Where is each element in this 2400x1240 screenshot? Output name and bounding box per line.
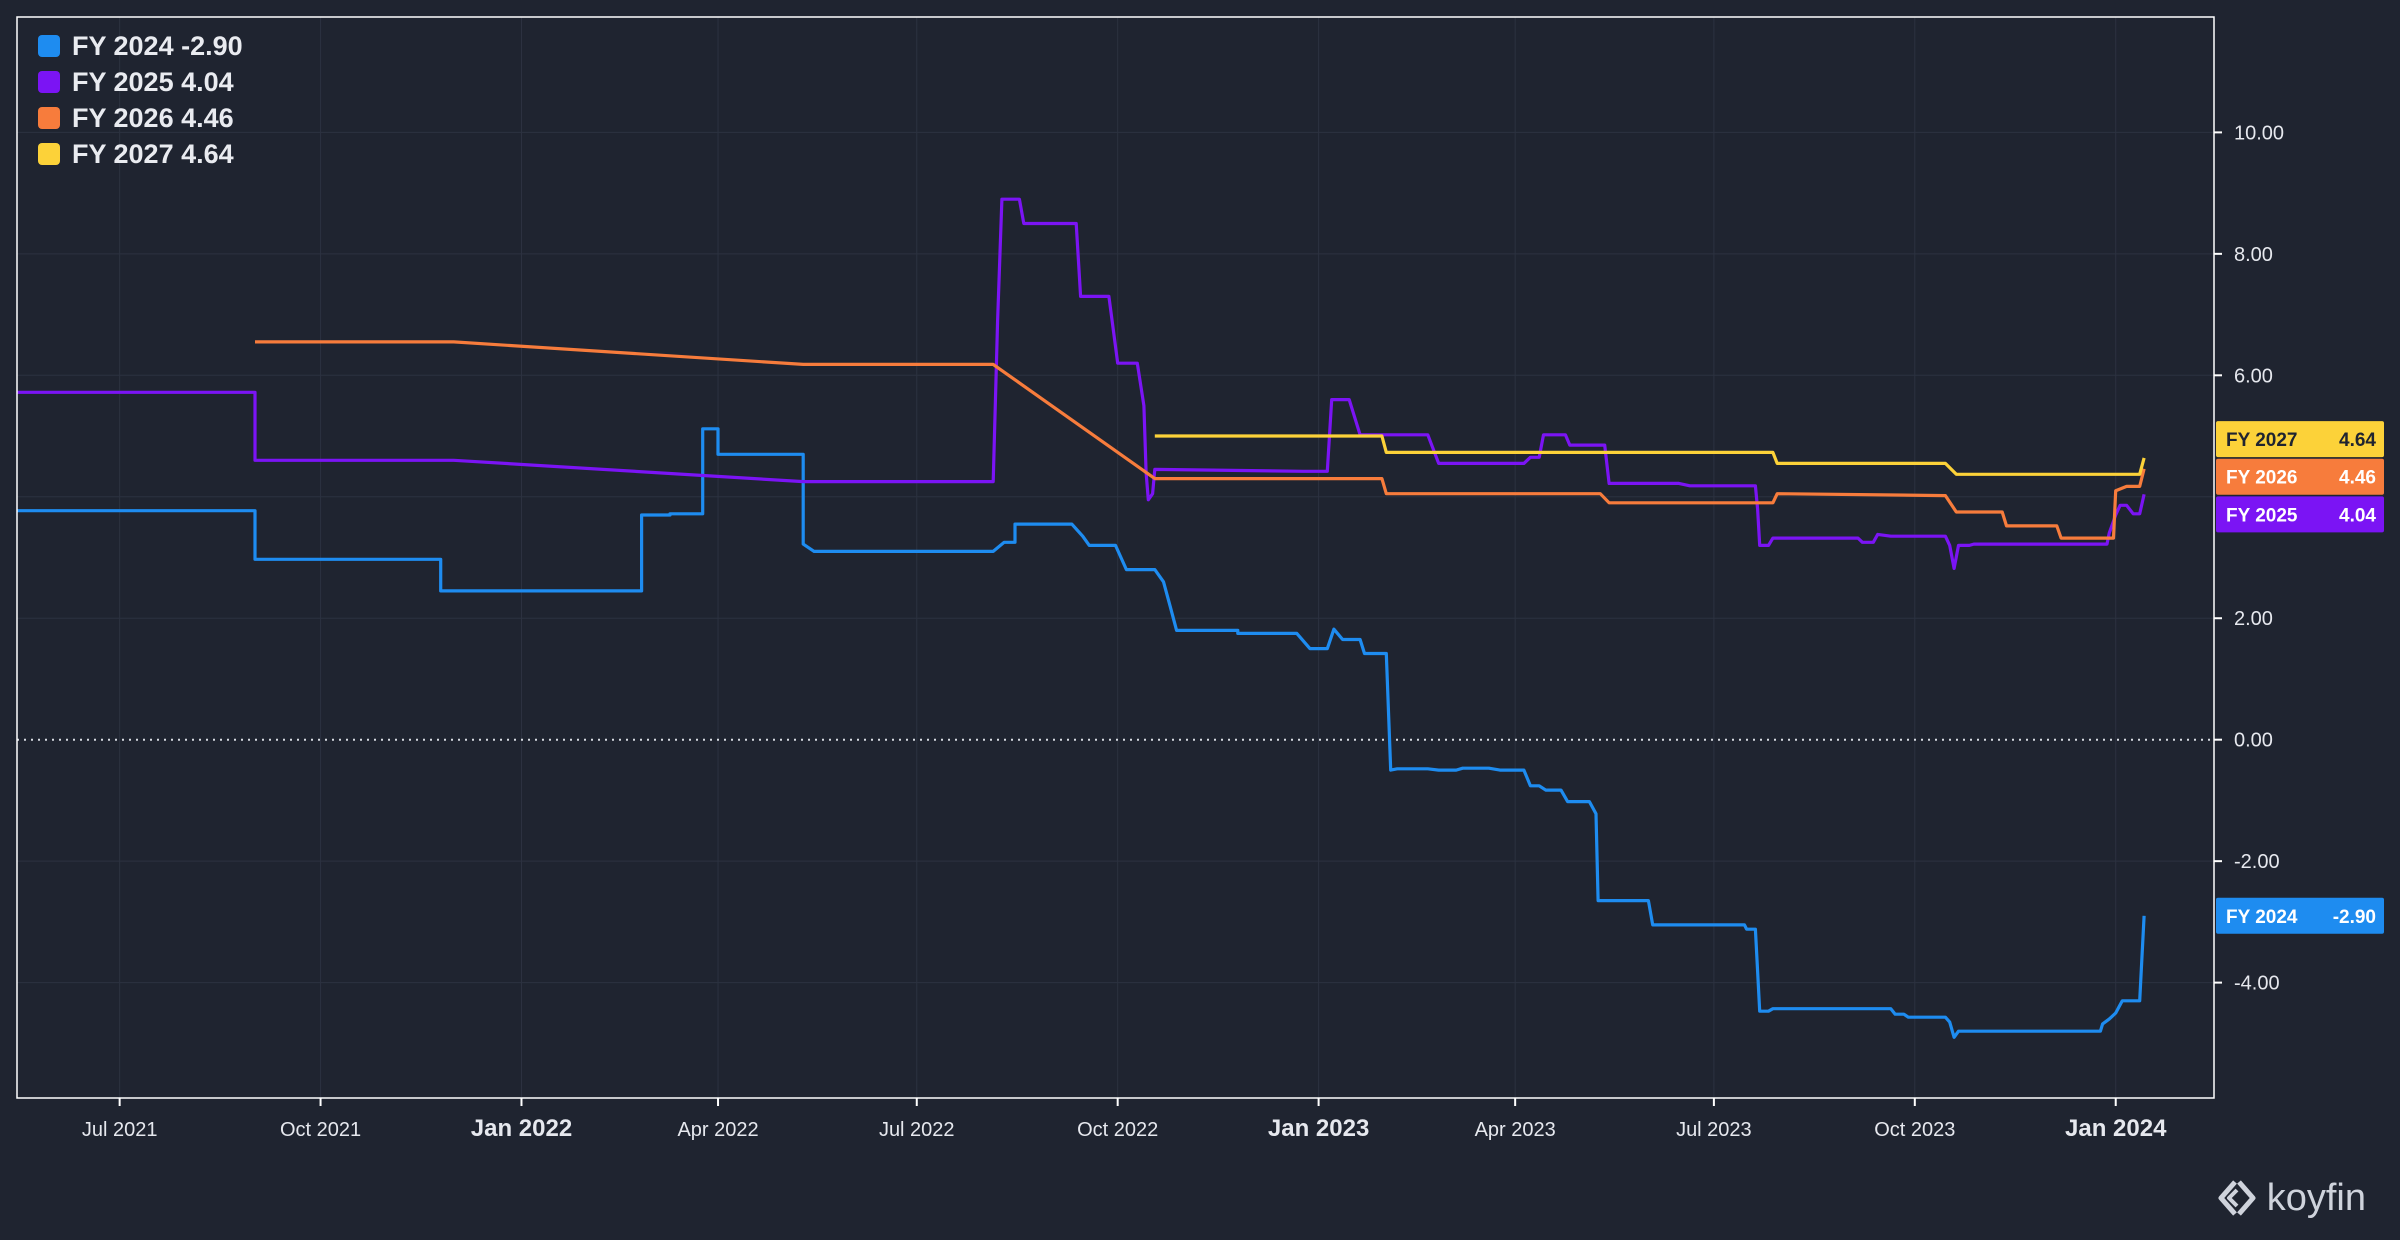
y-axis: 10.00 8.00 6.00 2.00 0.00 -2.00 -4.00 <box>2214 122 2284 995</box>
y-tick-label: 2.00 <box>2234 608 2273 630</box>
value-tag-fy-2027: FY 2027 4.64 <box>2216 421 2384 458</box>
legend-item-fy2027[interactable]: FY 2027 4.64 <box>38 136 243 172</box>
legend-label: FY 2024 -2.90 <box>72 30 243 61</box>
legend-swatch <box>38 71 60 93</box>
y-tick-label: 0.00 <box>2234 730 2273 752</box>
legend-item-fy2025[interactable]: FY 2025 4.04 <box>38 64 243 100</box>
y-tick-label: -2.00 <box>2234 851 2280 873</box>
value-tag-background <box>2216 496 2384 533</box>
x-tick-label: Oct 2022 <box>1077 1119 1158 1141</box>
value-tag-series: FY 2026 <box>2226 468 2297 489</box>
value-tag-series: FY 2027 <box>2226 430 2297 451</box>
x-axis: Jul 2021 Oct 2021 Jan 2022 Apr 2022 Jul 2022… <box>82 1098 2167 1142</box>
x-tick-label: Jul 2022 <box>879 1119 955 1141</box>
legend-label: FY 2027 4.64 <box>72 138 234 169</box>
series-line-fy-2025 <box>17 197 2146 570</box>
x-tick-label: Jan 2022 <box>471 1115 572 1142</box>
plot-frame <box>16 16 2215 1099</box>
x-tick-label: Apr 2022 <box>677 1119 758 1141</box>
value-tag-value: 4.46 <box>2339 468 2376 489</box>
value-tag-fy-2026: FY 2026 4.46 <box>2216 458 2384 495</box>
koyfin-logo-icon <box>2218 1180 2256 1216</box>
value-tag-background <box>2216 897 2384 934</box>
value-tags: FY 2027 4.64 FY 2026 4.46 FY 2025 4.04 FY 2024… <box>2216 421 2384 934</box>
chart-series <box>17 197 2146 1039</box>
legend-item-fy2026[interactable]: FY 2026 4.46 <box>38 100 243 136</box>
series-line-fy-2026 <box>255 340 2146 540</box>
x-tick-label: Jan 2024 <box>2065 1115 2167 1142</box>
value-tag-value: 4.04 <box>2339 505 2376 526</box>
legend-label: FY 2026 4.46 <box>72 102 234 133</box>
legend-item-fy2024[interactable]: FY 2024 -2.90 <box>38 28 243 64</box>
legend-swatch <box>38 143 60 165</box>
legend-swatch <box>38 35 60 57</box>
value-tag-value: 4.64 <box>2339 430 2376 451</box>
value-tag-fy-2025: FY 2025 4.04 <box>2216 496 2384 533</box>
x-tick-label: Oct 2023 <box>1874 1119 1955 1141</box>
x-tick-label: Jan 2023 <box>1268 1115 1369 1142</box>
value-tag-fy-2024: FY 2024 -2.90 <box>2216 897 2384 934</box>
x-tick-label: Apr 2023 <box>1475 1119 1556 1141</box>
value-tag-background <box>2216 421 2384 458</box>
legend-label: FY 2025 4.04 <box>72 66 234 97</box>
y-tick-label: -4.00 <box>2234 973 2280 995</box>
brand-name: koyfin <box>2266 1176 2366 1219</box>
y-tick-label: 8.00 <box>2234 244 2273 266</box>
legend-swatch <box>38 107 60 129</box>
x-tick-label: Jul 2021 <box>82 1119 158 1141</box>
chart-grid <box>17 17 2214 1098</box>
y-tick-label: 6.00 <box>2234 365 2273 387</box>
value-tag-series: FY 2024 <box>2226 907 2298 928</box>
value-tag-series: FY 2025 <box>2226 505 2298 526</box>
y-tick-label: 10.00 <box>2234 122 2284 144</box>
value-tag-value: -2.90 <box>2333 907 2376 928</box>
brand-logo: koyfin <box>2215 1176 2366 1220</box>
chart-legend: FY 2024 -2.90 FY 2025 4.04 FY 2026 4.46 … <box>38 28 243 172</box>
series-line-fy-2027 <box>1154 434 2146 476</box>
series-line-fy-2024 <box>17 427 2146 1039</box>
value-tag-background <box>2216 458 2384 495</box>
x-tick-label: Jul 2023 <box>1676 1119 1752 1141</box>
x-tick-label: Oct 2021 <box>280 1119 361 1141</box>
